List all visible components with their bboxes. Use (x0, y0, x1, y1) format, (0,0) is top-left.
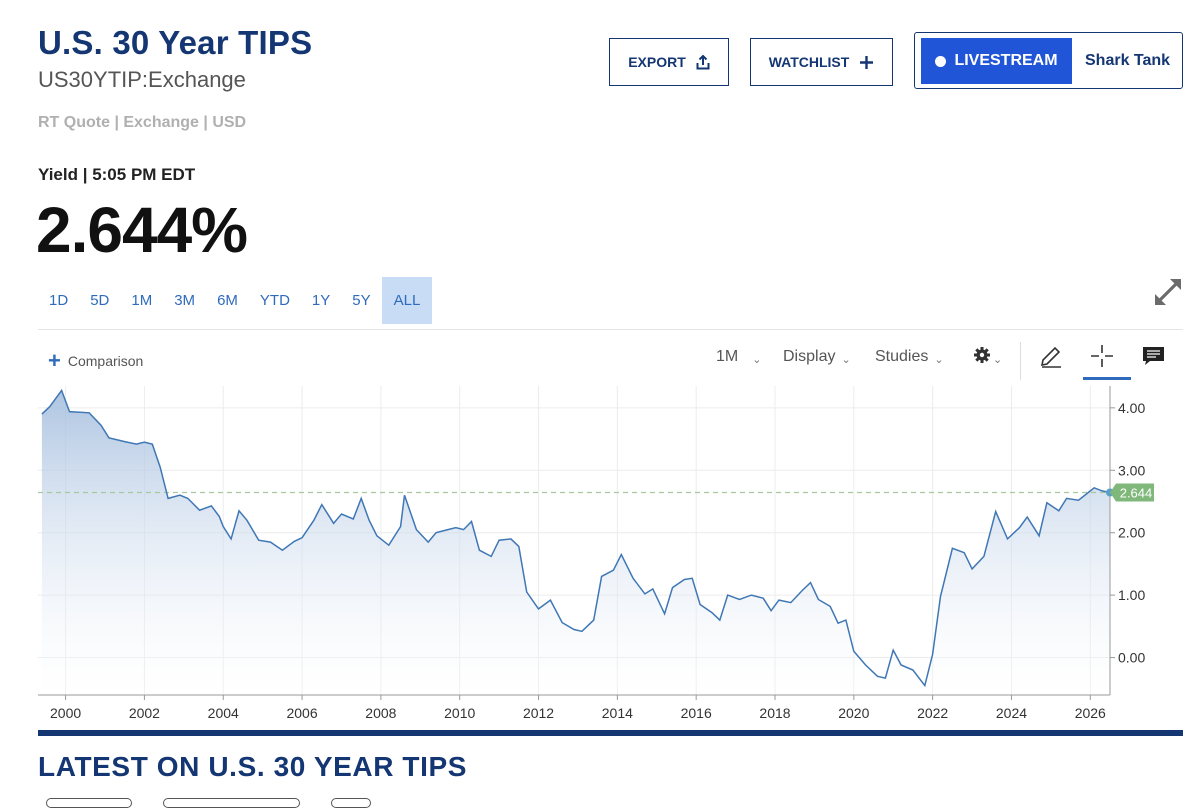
livestream-widget: LIVESTREAM Shark Tank (914, 32, 1183, 89)
range-selector: 1D 5D 1M 3M 6M YTD 1Y 5Y ALL (38, 277, 433, 324)
live-dot-icon (935, 55, 947, 67)
range-1y[interactable]: 1Y (311, 292, 331, 309)
y-tick-label: 2.00 (1118, 525, 1145, 541)
quote-source: RT Quote | Exchange | USD (38, 114, 247, 131)
settings-dropdown[interactable]: ⌄ (973, 346, 1002, 369)
section-divider (38, 730, 1183, 736)
x-tick-label: 2012 (523, 705, 554, 721)
expand-icon[interactable] (1152, 276, 1184, 313)
range-1d[interactable]: 1D (49, 292, 69, 309)
y-tick-label: 3.00 (1118, 462, 1145, 478)
studies-label: Studies (875, 348, 929, 365)
watchlist-label: WATCHLIST (768, 54, 850, 70)
active-tool-indicator (1083, 377, 1131, 380)
x-tick-label: 2020 (838, 705, 869, 721)
yield-line (41, 388, 1111, 688)
range-5d[interactable]: 5D (90, 292, 110, 309)
share-icon (696, 54, 710, 70)
annotation-icon[interactable] (1142, 346, 1165, 371)
x-axis-ticks: 2000 2002 2004 2006 2008 2010 2012 2014 2016 2018… (50, 695, 1106, 721)
x-tick-label: 2008 (365, 705, 396, 721)
interval-label: 1M (716, 348, 739, 365)
x-tick-label: 2006 (286, 705, 317, 721)
x-tick-label: 2024 (996, 705, 1027, 721)
y-tick-label: 0.00 (1118, 650, 1145, 666)
x-tick-label: 2022 (917, 705, 948, 721)
comparison-button[interactable]: + Comparison (48, 348, 144, 373)
range-5y[interactable]: 5Y (352, 292, 371, 309)
plus-icon (859, 55, 874, 70)
yield-value: 2.644% (36, 194, 248, 266)
livestream-show-name[interactable]: Shark Tank (1085, 52, 1171, 69)
range-6m[interactable]: 6M (217, 292, 238, 309)
x-tick-label: 2000 (50, 705, 81, 721)
symbol-label: US30YTIP:Exchange (38, 67, 246, 92)
chevron-down-icon: ⌄ (752, 353, 762, 366)
x-tick-label: 2014 (602, 705, 633, 721)
crosshair-icon[interactable] (1091, 345, 1113, 372)
gear-icon (973, 346, 991, 369)
studies-dropdown[interactable]: Studies ⌄ (875, 348, 944, 366)
chevron-down-icon: ⌄ (993, 354, 1003, 366)
yield-label: Yield | 5:05 PM EDT (38, 165, 196, 184)
news-tab[interactable] (331, 798, 371, 808)
chevron-down-icon: ⌄ (934, 353, 944, 366)
plus-icon: + (48, 348, 61, 373)
x-tick-label: 2016 (681, 705, 712, 721)
watchlist-button[interactable]: WATCHLIST (750, 38, 893, 86)
x-tick-label: 2002 (129, 705, 160, 721)
y-tick-label: 1.00 (1118, 587, 1145, 603)
x-tick-label: 2018 (759, 705, 790, 721)
chevron-down-icon: ⌄ (841, 353, 851, 366)
comparison-label: Comparison (67, 353, 144, 369)
range-3m[interactable]: 3M (174, 292, 196, 309)
last-value-tag (1110, 483, 1154, 502)
last-value-badge: 2.644 (1106, 483, 1154, 502)
latest-news-heading: LATEST ON U.S. 30 YEAR TIPS (38, 751, 468, 782)
livestream-button[interactable]: LIVESTREAM (921, 38, 1072, 84)
export-button[interactable]: EXPORT (609, 38, 729, 86)
page-title: U.S. 30 Year TIPS (38, 24, 313, 61)
display-label: Display (783, 348, 836, 365)
x-tick-label: 2026 (1075, 705, 1106, 721)
last-value-label: 2.644 (1120, 485, 1153, 500)
toolbar-divider (1020, 342, 1021, 380)
range-1m[interactable]: 1M (131, 292, 153, 309)
y-tick-label: 4.00 (1118, 400, 1145, 416)
display-dropdown[interactable]: Display ⌄ (783, 348, 851, 366)
range-all[interactable]: ALL (381, 277, 433, 324)
x-tick-label: 2004 (208, 705, 239, 721)
x-tick-label: 2010 (444, 705, 475, 721)
range-ytd[interactable]: YTD (259, 292, 290, 309)
news-tab[interactable] (46, 798, 132, 808)
divider (38, 329, 1183, 330)
news-tab[interactable] (163, 798, 300, 808)
livestream-label: LIVESTREAM (954, 52, 1058, 69)
pencil-icon[interactable] (1039, 344, 1063, 373)
interval-dropdown[interactable]: 1M ⌄ (716, 348, 761, 366)
yield-area (41, 390, 1110, 695)
y-axis-ticks: 4.00 3.00 2.00 1.00 0.00 (1110, 400, 1145, 666)
export-label: EXPORT (628, 54, 686, 70)
